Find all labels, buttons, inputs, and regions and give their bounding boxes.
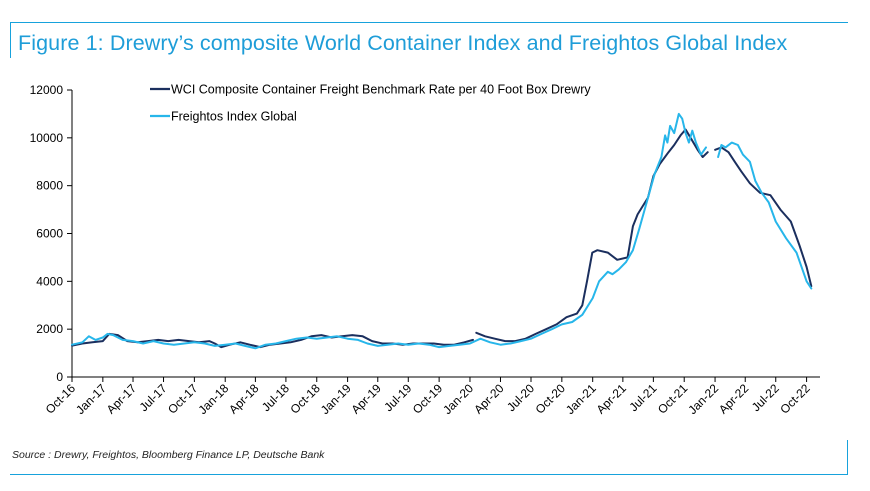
- x-tick-label: Jan-21: [563, 381, 599, 417]
- x-tick-label: Jul-22: [749, 381, 782, 414]
- x-tick-label: Apr-17: [104, 381, 140, 417]
- x-tick-label: Apr-18: [226, 381, 262, 417]
- series-line-wci: [714, 146, 813, 288]
- x-tick-label: Jul-18: [259, 381, 292, 414]
- x-tick-label: Oct-21: [655, 381, 691, 417]
- x-tick-label: Oct-22: [777, 381, 813, 417]
- x-tick-label: Jul-17: [137, 381, 170, 414]
- x-tick-label: Jul-19: [381, 381, 414, 414]
- x-tick-label: Jul-21: [626, 381, 659, 414]
- x-axis: Oct-16Jan-17Apr-17Jul-17Oct-17Jan-18Apr-…: [43, 376, 820, 417]
- x-tick-label: Jan-17: [73, 381, 109, 417]
- x-tick-label: Oct-17: [165, 381, 201, 417]
- x-tick-label: Jan-20: [440, 381, 476, 417]
- series-line-freightos: [71, 112, 707, 350]
- legend-label: WCI Composite Container Freight Benchmar…: [171, 83, 591, 97]
- y-tick-label: 4000: [36, 274, 63, 288]
- figure-frame-top: [10, 22, 848, 23]
- figure-frame-left: [10, 22, 11, 58]
- x-tick-label: Apr-22: [716, 381, 752, 417]
- y-tick-label: 6000: [36, 227, 63, 241]
- y-tick-label: 2000: [36, 322, 63, 336]
- y-tick-label: 12000: [30, 83, 64, 97]
- y-tick-label: 10000: [30, 131, 64, 145]
- y-tick-label: 8000: [36, 179, 63, 193]
- figure-title: Figure 1: Drewry’s composite World Conta…: [18, 31, 788, 55]
- x-tick-label: Jul-20: [504, 381, 537, 414]
- legend: WCI Composite Container Freight Benchmar…: [150, 83, 591, 124]
- x-tick-label: Jan-22: [685, 381, 721, 417]
- x-tick-label: Oct-20: [533, 381, 569, 417]
- figure-frame-right: [847, 440, 848, 475]
- x-tick-label: Oct-19: [410, 381, 446, 417]
- x-tick-label: Apr-21: [594, 381, 630, 417]
- legend-label: Freightos Index Global: [171, 110, 297, 124]
- y-axis-ticks: 0 2000 4000 6000 8000 10000 12000: [30, 83, 73, 384]
- source-note: Source : Drewry, Freightos, Bloomberg Fi…: [12, 449, 325, 461]
- x-tick-label: Apr-20: [471, 381, 507, 417]
- series-line-freightos: [717, 141, 813, 290]
- x-tick-label: Oct-18: [288, 381, 324, 417]
- x-tick-label: Jan-18: [195, 381, 231, 417]
- x-tick-label: Apr-19: [349, 381, 385, 417]
- series-line-wci: [475, 128, 709, 343]
- series-layer: [71, 112, 813, 350]
- x-tick-label: Oct-16: [43, 381, 79, 417]
- y-tick-label: 0: [56, 370, 63, 384]
- figure-frame-bottom: [10, 474, 848, 475]
- x-tick-label: Jan-19: [318, 381, 354, 417]
